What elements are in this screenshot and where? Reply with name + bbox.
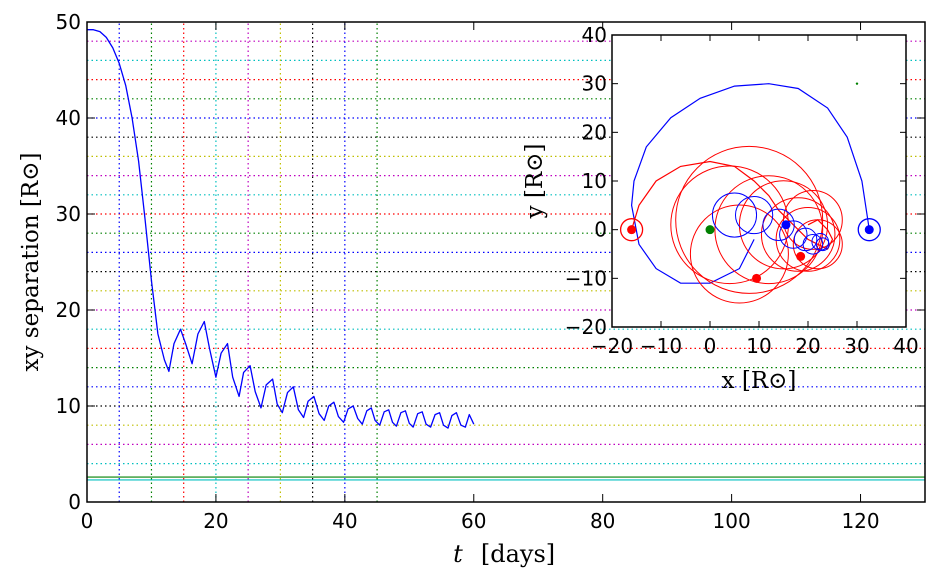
inset-y-tick-label: 30 xyxy=(582,72,607,96)
orbit-loop xyxy=(779,220,808,249)
star-ring-marker xyxy=(619,218,644,242)
inset-x-tick-label: 20 xyxy=(795,334,820,358)
y-tick-label: 20 xyxy=(56,298,81,322)
orbit-loop xyxy=(689,204,789,304)
inset-y-axis-label: y [R⊙] xyxy=(522,144,548,220)
position-marker xyxy=(627,225,637,235)
x-tick-label: 80 xyxy=(590,509,615,533)
y-tick-label: 0 xyxy=(68,490,81,514)
orbit-loop xyxy=(775,207,841,272)
main-axes-frame xyxy=(86,21,926,503)
main-x-axis-label-unit: [days] xyxy=(481,540,555,568)
orbit-loop xyxy=(792,219,843,270)
inset-markers xyxy=(619,82,881,283)
position-marker xyxy=(705,225,715,235)
inset-series xyxy=(630,83,870,304)
inset-x-tick-label: −10 xyxy=(640,334,682,358)
inset-y-tick-label: −20 xyxy=(565,315,607,339)
y-tick-label: 30 xyxy=(56,202,81,226)
inset-y-tick-label: 10 xyxy=(582,169,607,193)
x-tick-label: 100 xyxy=(713,509,751,533)
orbit-loop xyxy=(760,197,836,272)
inset-x-tick-label: 0 xyxy=(704,334,717,358)
orbit-loop xyxy=(762,208,795,241)
inset-y-tick-label: 20 xyxy=(582,120,607,144)
x-tick-label: 60 xyxy=(461,509,486,533)
inset-x-tick-label: 40 xyxy=(893,334,918,358)
inset-y-tick-label: −10 xyxy=(565,266,607,290)
orbit-loop xyxy=(738,180,829,270)
position-marker xyxy=(855,82,859,85)
inset-x-tick-label: −20 xyxy=(591,334,633,358)
y-tick-label: 40 xyxy=(56,106,81,130)
main-series xyxy=(87,29,475,429)
inset-x-tick-label: 10 xyxy=(746,334,771,358)
main-x-axis-label: t [days] xyxy=(453,540,555,568)
orbit-loop xyxy=(714,175,824,285)
inset-x-tick-label: 30 xyxy=(844,334,869,358)
orbit-loop xyxy=(734,195,774,235)
y-tick-label: 10 xyxy=(56,394,81,418)
main-y-axis-label: xy separation [R⊙] xyxy=(18,153,44,372)
orbit-loop xyxy=(783,190,843,250)
star-ring-marker xyxy=(857,218,881,242)
inset-x-axis-label: x [R⊙] xyxy=(722,368,797,394)
blue-orbit-track xyxy=(630,83,870,284)
x-tick-label: 40 xyxy=(332,509,357,533)
y-tick-label: 50 xyxy=(56,10,81,34)
inset-y-tick-label: 0 xyxy=(594,218,607,242)
position-marker xyxy=(781,220,791,230)
orbit-loop xyxy=(711,192,758,238)
main-x-axis-label-var: t xyxy=(453,540,463,568)
inset-ticks: −20 −10 0 10 20 30 40 −20 −10 0 10 20 30 40 xyxy=(565,23,919,358)
separation-curve xyxy=(87,29,475,429)
x-tick-label: 0 xyxy=(81,509,94,533)
orbit-loop xyxy=(802,233,824,255)
x-tick-label: 120 xyxy=(841,509,879,533)
position-marker xyxy=(864,225,874,235)
x-tick-label: 20 xyxy=(203,509,228,533)
inset-plot: −20 −10 0 10 20 30 40 −20 −10 0 10 20 30 40 x [R⊙] y … xyxy=(522,23,919,394)
position-marker xyxy=(752,273,762,283)
inset-y-tick-label: 40 xyxy=(582,23,607,47)
position-marker xyxy=(796,251,806,261)
orbit-loop xyxy=(815,237,830,252)
